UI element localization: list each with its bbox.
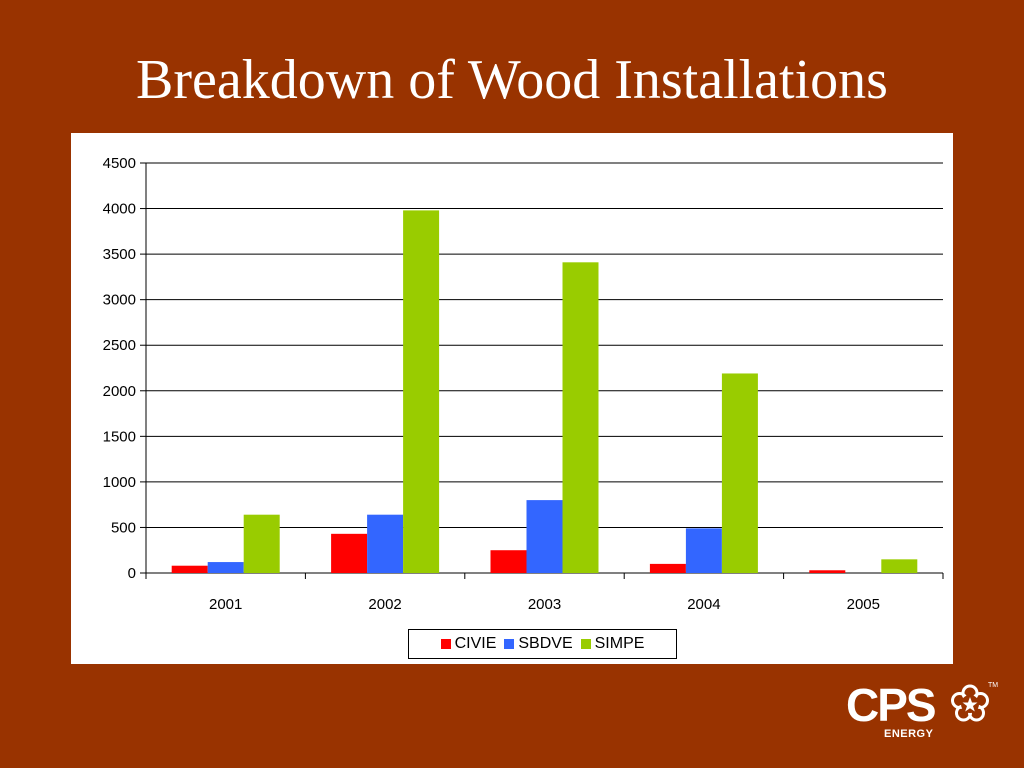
bar-simpe-2003 xyxy=(562,262,599,573)
legend-item-civie: CIVIE xyxy=(440,635,497,653)
y-tick-label-9: 4500 xyxy=(103,155,136,172)
y-tick-label-4: 2000 xyxy=(103,383,136,400)
legend-label-civie: CIVIE xyxy=(454,635,497,652)
y-tick-label-1: 500 xyxy=(111,519,136,536)
slide-title: Breakdown of Wood Installations xyxy=(136,49,888,111)
bar-simpe-2004 xyxy=(721,373,758,573)
bar-chart: 0 500 1000 1500 2000 2500 3000 3500 4000 4500 2001… xyxy=(103,155,944,613)
y-tick-label-5: 2500 xyxy=(103,337,136,354)
y-tick-label-7: 3500 xyxy=(103,246,136,263)
star-flower-icon xyxy=(951,684,989,722)
y-tick-label-6: 3000 xyxy=(103,292,136,309)
legend-label-sbdve: SBDVE xyxy=(518,635,573,652)
bar-sbdve-2003 xyxy=(526,500,563,573)
logo-subtext: ENERGY xyxy=(884,728,934,740)
x-tick-label-2005: 2005 xyxy=(847,596,880,613)
bar-civie-2003 xyxy=(490,550,527,573)
x-tick-label-2002: 2002 xyxy=(368,596,401,613)
bar-sbdve-2001 xyxy=(207,562,244,573)
x-tick-label-2004: 2004 xyxy=(687,596,720,613)
y-tick-label-2: 1000 xyxy=(103,474,136,491)
legend-swatch-civie xyxy=(440,639,451,649)
logo-trademark: TM xyxy=(988,682,999,689)
bar-simpe-2005 xyxy=(881,559,918,573)
y-tick-label-3: 1500 xyxy=(103,428,136,445)
x-tick-label-2003: 2003 xyxy=(528,596,561,613)
bar-civie-2004 xyxy=(649,563,686,573)
bar-civie-2005 xyxy=(809,570,846,573)
bar-simpe-2002 xyxy=(403,210,440,573)
bar-sbdve-2002 xyxy=(367,514,404,573)
bar-civie-2001 xyxy=(171,565,208,573)
bar-sbdve-2004 xyxy=(685,528,722,573)
y-tick-label-0: 0 xyxy=(128,565,136,582)
legend-swatch-simpe xyxy=(580,639,591,649)
legend-item-simpe: SIMPE xyxy=(580,635,645,653)
logo-wordmark: CPS xyxy=(846,679,937,731)
y-tick-label-8: 4000 xyxy=(103,201,136,218)
legend-item-sbdve: SBDVE xyxy=(504,635,573,653)
legend-swatch-sbdve xyxy=(504,639,515,649)
bar-civie-2002 xyxy=(331,533,368,573)
x-tick-label-2001: 2001 xyxy=(209,596,242,613)
chart-legend: CIVIE SBDVE SIMPE xyxy=(408,629,677,659)
cps-energy-logo: CPS ENERGY TM xyxy=(846,682,1006,748)
chart-panel: 0 500 1000 1500 2000 2500 3000 3500 4000 4500 2001… xyxy=(71,133,953,664)
bar-simpe-2001 xyxy=(243,514,280,573)
legend-label-simpe: SIMPE xyxy=(594,635,645,652)
